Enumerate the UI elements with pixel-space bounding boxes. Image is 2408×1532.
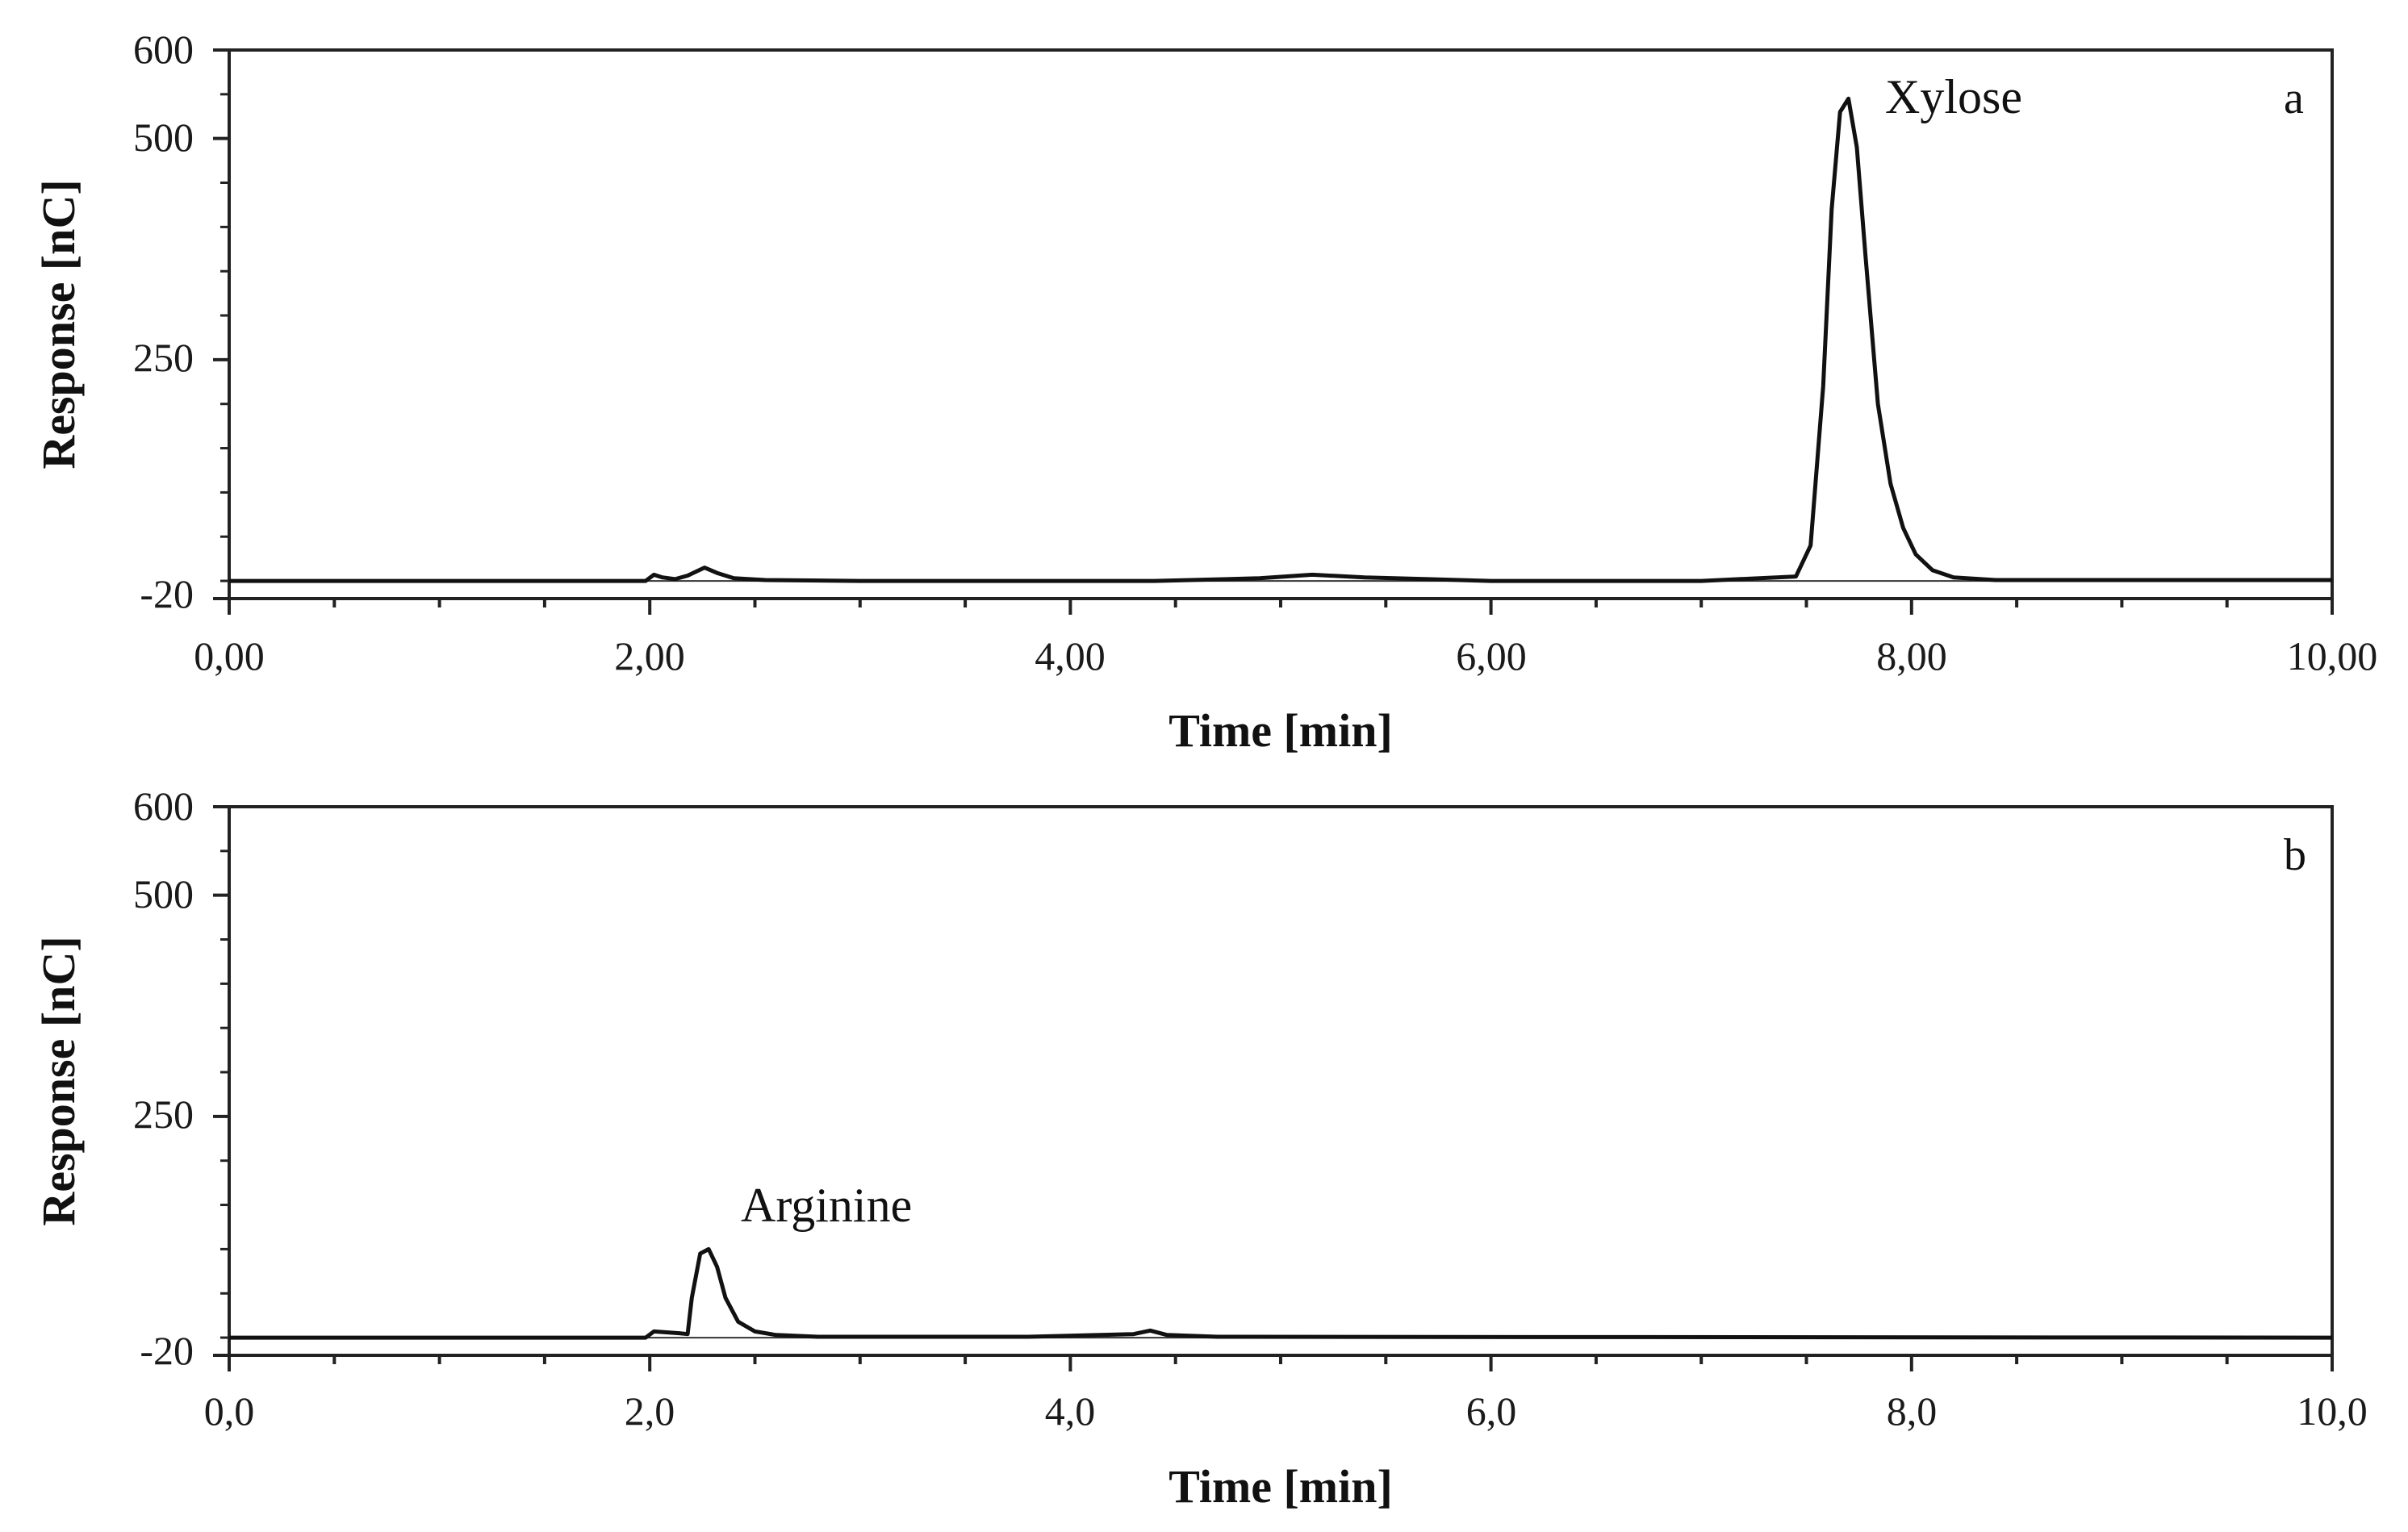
panel-a-y-tick-label-2: 500: [133, 115, 194, 160]
panel-a-frame: [228, 48, 2334, 600]
panel-b-x-axis-title: Time [min]: [1168, 1460, 1393, 1513]
panel-a-y-tick-label-3: 600: [133, 27, 194, 72]
panel-a-x-tick-label-2: 4,00: [1035, 633, 1106, 678]
panel-b-y-tick-label-2: 500: [133, 871, 194, 916]
panel-b-y-ticks: [213, 805, 229, 1357]
panel-b-y-tick-label-1: 250: [133, 1092, 194, 1137]
panel-a-signal-line: [229, 96, 2332, 583]
panel-a-x-tick-label-5: 10,00: [2287, 633, 2378, 678]
panel-b-y-tick-label-3: 600: [133, 783, 194, 829]
panel-a-x-tick-label-1: 2,00: [614, 633, 685, 678]
panel-b-x-ticks: [228, 1355, 2334, 1371]
panel-b-y-axis-title: Response [nC]: [32, 936, 85, 1225]
panel-a-y-axis-title: Response [nC]: [32, 179, 85, 469]
panel-a-x-tick-label-3: 6,00: [1456, 633, 1527, 678]
panel-a-x-ticks: [228, 599, 2334, 615]
panel-b-x-tick-label-3: 6,0: [1466, 1388, 1517, 1434]
panel-a-letter: a: [2284, 73, 2304, 123]
panel-b-x-tick-label-5: 10,0: [2297, 1388, 2368, 1434]
panel-a-x-tick-label-0: 0,00: [194, 633, 265, 678]
panel-b: 0,0 2,0 4,0 6,0 8,0 10,0 -20 250 500 600…: [32, 783, 2368, 1513]
panel-a-y-ticks: [213, 48, 229, 600]
panel-a: 0,00 2,00 4,00 6,00 8,00 10,00 -20 250 5…: [32, 27, 2377, 757]
panel-b-x-tick-label-4: 8,0: [1887, 1388, 1938, 1434]
panel-b-arginine-label: Arginine: [741, 1179, 912, 1232]
panel-b-letter: b: [2284, 830, 2306, 880]
panel-b-x-tick-label-2: 4,0: [1045, 1388, 1096, 1434]
panel-a-x-axis-title: Time [min]: [1168, 704, 1393, 757]
panel-a-xylose-label: Xylose: [1885, 70, 2022, 123]
panel-a-y-tick-label-0: -20: [140, 571, 194, 616]
panel-b-signal-line: [229, 1246, 2333, 1340]
panel-b-x-tick-label-0: 0,0: [204, 1388, 255, 1434]
panel-b-y-tick-label-0: -20: [140, 1328, 194, 1373]
panel-a-y-tick-label-1: 250: [133, 335, 194, 380]
panel-a-x-tick-label-4: 8,00: [1876, 633, 1947, 678]
panel-b-x-tick-label-1: 2,0: [625, 1388, 675, 1434]
panel-b-frame: [228, 805, 2334, 1357]
